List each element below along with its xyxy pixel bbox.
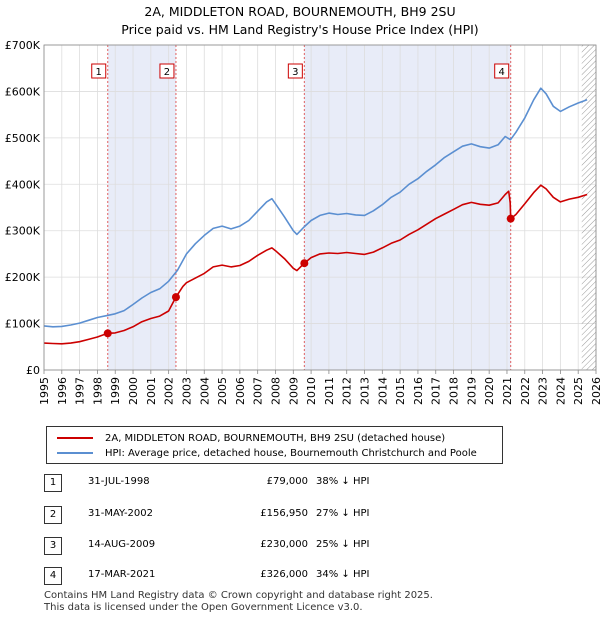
chart-subtitle: Price paid vs. HM Land Registry's House … bbox=[121, 22, 479, 37]
legend-item-hpi: HPI: Average price, detached house, Bour… bbox=[57, 446, 477, 460]
sale-label-text: 2 bbox=[164, 67, 170, 78]
sale-price: £326,000 bbox=[260, 569, 308, 580]
sale-row-1: 1 31-JUL-1998 £79,000 38% ↓ HPI bbox=[44, 474, 464, 492]
sale-label-text: 4 bbox=[499, 67, 505, 78]
sale-date: 14-AUG-2009 bbox=[88, 539, 156, 550]
sale-label-text: 3 bbox=[292, 67, 298, 78]
sale-label-box bbox=[159, 63, 175, 79]
sale-1-label: 1 bbox=[91, 63, 107, 79]
sale-4-label: 4 bbox=[494, 63, 510, 79]
sale-label-box bbox=[494, 63, 510, 79]
sale-2-label: 2 bbox=[159, 63, 175, 79]
sale-label-box bbox=[287, 63, 303, 79]
chart-title: 2A, MIDDLETON ROAD, BOURNEMOUTH, BH9 2SU bbox=[144, 4, 456, 19]
x-tick-label: 2009 bbox=[287, 377, 300, 405]
sale-price: £230,000 bbox=[260, 539, 308, 550]
x-tick-label: 2020 bbox=[483, 377, 496, 405]
x-tick-label: 2001 bbox=[145, 377, 158, 405]
sale-number: 2 bbox=[44, 506, 62, 524]
sale-date: 31-JUL-1998 bbox=[88, 476, 150, 487]
legend-label-property: 2A, MIDDLETON ROAD, BOURNEMOUTH, BH9 2SU… bbox=[105, 432, 446, 444]
sale-hpi-diff: 34% ↓ HPI bbox=[316, 569, 370, 580]
x-tick-label: 2017 bbox=[430, 377, 443, 405]
property-price-line bbox=[43, 184, 588, 345]
x-tick-label: 2010 bbox=[305, 377, 318, 405]
sale-hpi-diff: 38% ↓ HPI bbox=[316, 476, 370, 487]
x-tick-label: 2004 bbox=[198, 377, 211, 405]
price-chart: 1 2 3 4 £0 £100K £200K £300K £400K £500K £600K £70… bbox=[5, 39, 600, 405]
hpi-line bbox=[43, 87, 588, 328]
sale-date: 17-MAR-2021 bbox=[88, 569, 156, 580]
y-tick-label: £100K bbox=[5, 318, 41, 331]
sale-4-point bbox=[506, 214, 515, 223]
y-tick-label: £300K bbox=[5, 225, 41, 238]
sale-price: £79,000 bbox=[266, 476, 308, 487]
sale-label-text: 1 bbox=[96, 67, 102, 78]
y-tick-label: £700K bbox=[5, 39, 41, 52]
sale-date: 31-MAY-2002 bbox=[88, 508, 154, 519]
x-tick-label: 2025 bbox=[572, 377, 585, 405]
y-tick-label: £0 bbox=[26, 364, 40, 377]
x-tick-label: 1998 bbox=[91, 377, 104, 405]
x-tick-label: 2023 bbox=[537, 377, 550, 405]
legend-item-property: 2A, MIDDLETON ROAD, BOURNEMOUTH, BH9 2SU… bbox=[57, 431, 445, 445]
x-tick-label: 2019 bbox=[465, 377, 478, 405]
x-tick-label: 2014 bbox=[376, 377, 389, 405]
sale-row-4: 4 17-MAR-2021 £326,000 34% ↓ HPI bbox=[44, 567, 464, 585]
forecast-hatch bbox=[581, 45, 596, 370]
sale-number: 3 bbox=[44, 537, 62, 555]
x-tick-label: 1997 bbox=[74, 377, 87, 405]
x-tick-label: 2012 bbox=[341, 377, 354, 405]
legend-label-hpi: HPI: Average price, detached house, Bour… bbox=[105, 447, 477, 459]
sale-hpi-diff: 27% ↓ HPI bbox=[316, 508, 370, 519]
y-tick-label: £600K bbox=[5, 85, 41, 98]
x-tick-label: 2011 bbox=[323, 377, 336, 405]
sale-price: £156,950 bbox=[260, 508, 308, 519]
sale-hpi-diff: 25% ↓ HPI bbox=[316, 539, 370, 550]
footer-copyright: Contains HM Land Registry data © Crown c… bbox=[44, 590, 433, 601]
x-tick-label: 2016 bbox=[412, 377, 425, 405]
sale-3-point bbox=[300, 259, 309, 268]
sale-number: 4 bbox=[44, 567, 62, 585]
x-tick-label: 2024 bbox=[554, 377, 567, 405]
y-tick-label: £400K bbox=[5, 178, 41, 191]
sale-2-point bbox=[171, 293, 180, 302]
x-tick-label: 2022 bbox=[519, 377, 532, 405]
footer-licence: This data is licensed under the Open Gov… bbox=[44, 602, 363, 613]
x-tick-label: 1996 bbox=[56, 377, 69, 405]
x-tick-label: 2007 bbox=[252, 377, 265, 405]
sale-row-3: 3 14-AUG-2009 £230,000 25% ↓ HPI bbox=[44, 537, 464, 555]
x-tick-label: 2018 bbox=[448, 377, 461, 405]
sale-number: 1 bbox=[44, 474, 62, 492]
x-tick-label: 2002 bbox=[163, 377, 176, 405]
legend-line-hpi bbox=[57, 452, 93, 454]
x-tick-label: 2003 bbox=[180, 377, 193, 405]
shaded-period-1 bbox=[107, 45, 176, 370]
x-tick-label: 2013 bbox=[359, 377, 372, 405]
x-tick-label: 2026 bbox=[590, 377, 600, 405]
shaded-period-2 bbox=[304, 45, 511, 370]
y-tick-label: £200K bbox=[5, 271, 41, 284]
x-tick-label: 2006 bbox=[234, 377, 247, 405]
x-tick-label: 1995 bbox=[38, 377, 51, 405]
sale-3-label: 3 bbox=[287, 63, 303, 79]
x-tick-label: 2021 bbox=[501, 377, 514, 405]
sale-row-2: 2 31-MAY-2002 £156,950 27% ↓ HPI bbox=[44, 506, 464, 524]
x-tick-label: 2008 bbox=[269, 377, 282, 405]
x-tick-label: 2015 bbox=[394, 377, 407, 405]
sale-label-box bbox=[91, 63, 107, 79]
chart-legend: 2A, MIDDLETON ROAD, BOURNEMOUTH, BH9 2SU… bbox=[46, 426, 503, 464]
x-tick-label: 1999 bbox=[109, 377, 122, 405]
x-tick-label: 2000 bbox=[127, 377, 140, 405]
y-tick-label: £500K bbox=[5, 132, 41, 145]
sale-1-point bbox=[103, 329, 112, 338]
x-tick-label: 2005 bbox=[216, 377, 229, 405]
legend-line-property bbox=[57, 437, 93, 439]
